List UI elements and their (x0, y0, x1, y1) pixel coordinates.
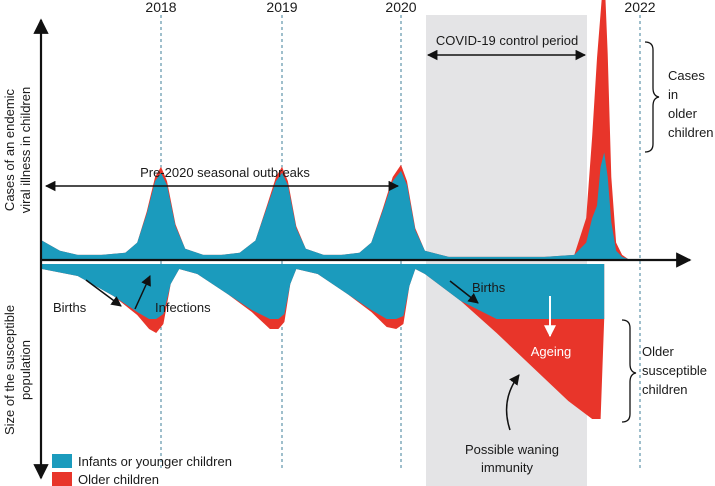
susceptible-areas (42, 264, 605, 419)
cases-older-label-1: Cases (668, 68, 705, 83)
legend-swatch-infants (52, 454, 72, 468)
year-label-2018: 2018 (145, 0, 176, 15)
older-susceptible-label-3: children (642, 382, 688, 397)
y-axis-top-label-line2: viral illness in children (18, 87, 33, 213)
y-axis-bottom-label-line2: population (18, 340, 33, 400)
waning-label-1: Possible waning (465, 442, 559, 457)
year-labels: 2018 2019 2020 2022 (145, 0, 655, 15)
legend: Infants or younger children Older childr… (52, 454, 232, 486)
cases-older-bracket (644, 41, 660, 153)
covid-period-label: COVID-19 control period (436, 33, 578, 48)
infections-arrow (134, 275, 151, 310)
waning-arrow (505, 374, 520, 431)
waning-label-2: immunity (481, 460, 534, 475)
cases-older-label-2: in (668, 87, 678, 102)
older-susceptible-label-2: susceptible (642, 363, 707, 378)
ageing-label: Ageing (531, 344, 571, 359)
legend-label-older: Older children (78, 472, 159, 486)
births-right-arrow (449, 280, 479, 304)
susceptible-infants-area (42, 264, 605, 319)
cases-older-label-3: older (668, 106, 698, 121)
births-right-label: Births (472, 280, 506, 295)
year-label-2020: 2020 (385, 0, 416, 15)
older-susceptible-label-1: Older (642, 344, 674, 359)
y-axis-top-label-line1: Cases of an endemic (2, 88, 17, 211)
susceptible-older-area (42, 264, 605, 419)
births-left-arrow (85, 279, 122, 307)
legend-label-infants: Infants or younger children (78, 454, 232, 469)
y-axis-bottom-label-line1: Size of the susceptible (2, 305, 17, 435)
infections-label: Infections (155, 300, 211, 315)
year-label-2019: 2019 (266, 0, 297, 15)
older-susceptible-bracket (621, 319, 637, 423)
cases-older-label-4: children (668, 125, 714, 140)
year-label-2022: 2022 (624, 0, 655, 15)
cases-areas (42, 0, 690, 259)
births-left-label: Births (53, 300, 87, 315)
pre2020-label: Pre-2020 seasonal outbreaks (140, 165, 310, 180)
year-gridlines (160, 15, 641, 470)
legend-swatch-older (52, 472, 72, 486)
